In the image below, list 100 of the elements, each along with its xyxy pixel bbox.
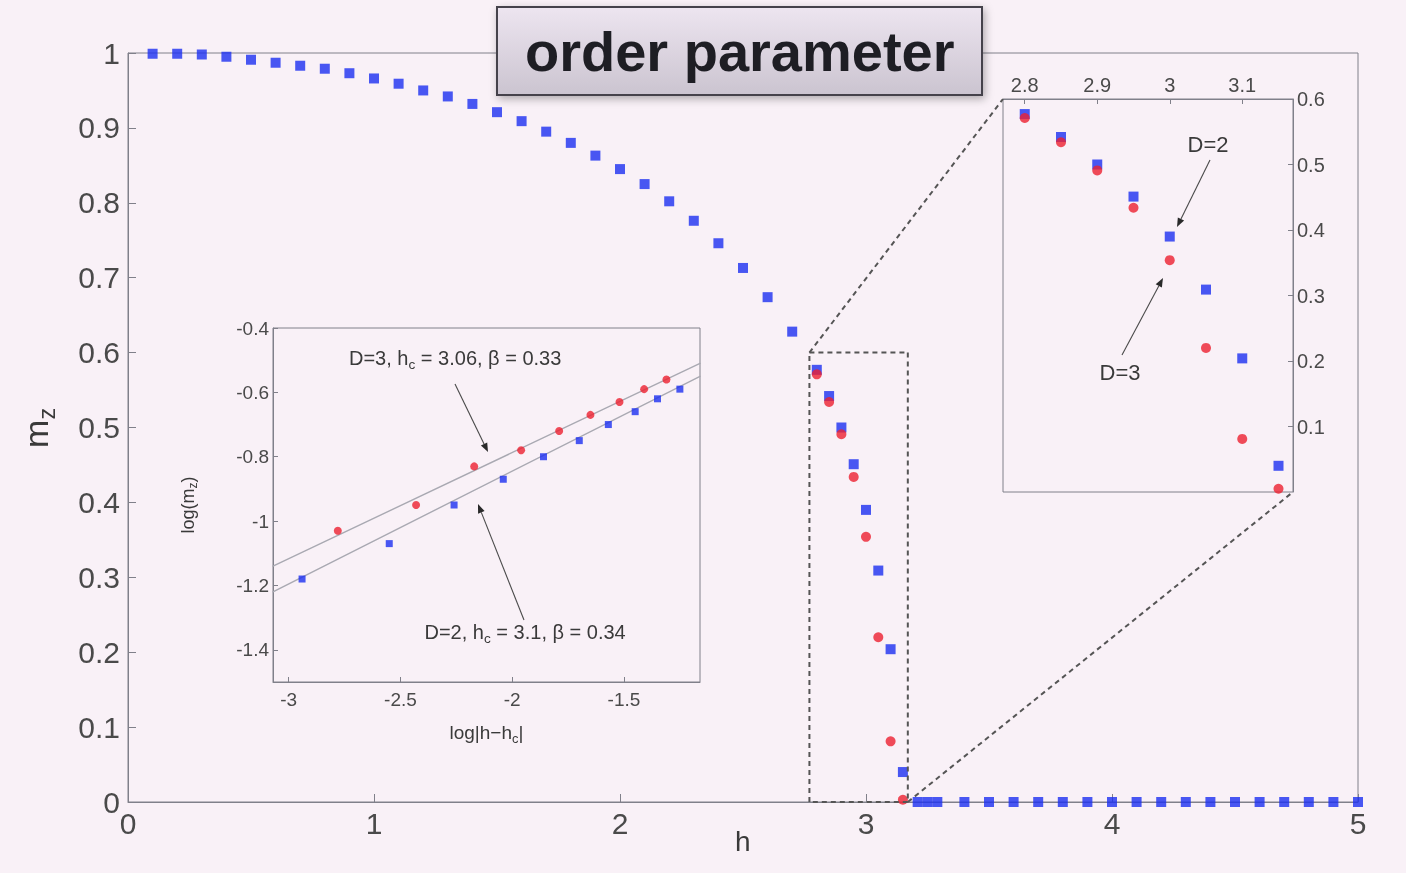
point xyxy=(1230,797,1240,807)
x-tick-label: 4 xyxy=(1103,806,1121,840)
point xyxy=(1237,433,1248,444)
point xyxy=(615,398,624,407)
x-tick-label: 3 xyxy=(1164,74,1176,96)
y-tick-label: 0.3 xyxy=(1297,284,1325,307)
point xyxy=(470,462,479,471)
point xyxy=(848,459,859,470)
y-tick-label: 0.1 xyxy=(1297,415,1325,438)
point xyxy=(912,797,923,807)
y-tick-label: 0.4 xyxy=(78,485,120,519)
point xyxy=(1019,113,1030,123)
point xyxy=(1273,483,1284,494)
point xyxy=(824,397,835,408)
point xyxy=(885,644,896,655)
y-tick-label: -0.6 xyxy=(236,381,269,403)
point xyxy=(1254,797,1265,807)
annotation: D=3 xyxy=(1099,360,1141,385)
point xyxy=(1092,165,1103,176)
point xyxy=(1156,797,1167,807)
y-tick-label: -1.2 xyxy=(236,574,269,596)
point xyxy=(295,60,306,71)
point xyxy=(172,48,183,59)
y-tick-label: -1 xyxy=(252,510,269,532)
point xyxy=(298,575,306,583)
point xyxy=(555,426,564,435)
point xyxy=(1237,353,1248,364)
chart-title: order parameter xyxy=(525,19,955,83)
point xyxy=(1107,797,1117,807)
point xyxy=(1201,284,1211,295)
point xyxy=(662,375,671,384)
point xyxy=(565,137,576,148)
point xyxy=(861,531,871,542)
point xyxy=(1205,797,1216,807)
y-tick-label: 0.2 xyxy=(1297,350,1325,372)
y-tick-label: 0.4 xyxy=(1297,219,1325,241)
point xyxy=(984,797,994,807)
point xyxy=(932,797,943,807)
y-tick-label: -1.4 xyxy=(236,639,270,661)
point xyxy=(1353,797,1363,807)
x-tick-label: -1.5 xyxy=(607,689,641,710)
x-tick-label: 5 xyxy=(1349,806,1367,840)
point xyxy=(221,51,232,62)
y-tick-label: 0.6 xyxy=(1297,88,1325,110)
point xyxy=(885,736,896,747)
point xyxy=(575,437,583,445)
point xyxy=(640,385,649,394)
point xyxy=(688,215,699,226)
point xyxy=(1082,797,1093,807)
point xyxy=(499,475,507,483)
point xyxy=(492,107,502,118)
point xyxy=(517,446,526,455)
point xyxy=(270,57,281,68)
point xyxy=(615,164,625,175)
y-tick-label: 0.2 xyxy=(78,635,120,669)
point xyxy=(1131,797,1142,807)
annotation: D=2 xyxy=(1187,132,1229,157)
point xyxy=(344,68,355,79)
x-tick-label: -2.5 xyxy=(384,689,417,710)
point xyxy=(1201,342,1211,353)
y-tick-label: 0.5 xyxy=(78,411,120,444)
point xyxy=(762,292,773,303)
point xyxy=(873,565,884,576)
point xyxy=(1273,460,1284,471)
point xyxy=(861,504,871,515)
point xyxy=(1164,255,1175,266)
point xyxy=(922,797,933,807)
point xyxy=(873,632,884,643)
y-tick-label: 0.9 xyxy=(78,111,120,145)
point xyxy=(1033,797,1044,807)
annotation: D=2, h$_{c}$ = 3.1, β = 0.34 xyxy=(424,621,626,647)
point xyxy=(450,501,458,509)
y-tick-label: -0.4 xyxy=(236,317,270,339)
point xyxy=(590,150,601,161)
point xyxy=(412,501,421,509)
y-tick-label: 1 xyxy=(103,36,120,70)
x-axis-title: log|h−h$_{c}$| xyxy=(449,722,524,746)
point xyxy=(516,116,527,127)
x-tick-label: 3.1 xyxy=(1228,74,1257,96)
x-tick-label: 2.8 xyxy=(1010,74,1039,96)
point xyxy=(1128,202,1139,213)
point xyxy=(393,78,404,89)
point xyxy=(319,63,330,74)
point xyxy=(1056,137,1066,148)
point xyxy=(385,540,393,548)
point xyxy=(836,429,847,440)
x-tick-label: 3 xyxy=(857,806,875,840)
point xyxy=(604,421,612,429)
point xyxy=(848,471,859,482)
point xyxy=(586,410,595,419)
point xyxy=(196,49,207,60)
x-tick-label: 1 xyxy=(365,806,383,840)
point xyxy=(631,408,639,416)
y-tick-label: 0.6 xyxy=(78,336,120,370)
point xyxy=(1128,191,1139,202)
point xyxy=(1008,797,1019,807)
x-tick-label: 2 xyxy=(611,806,629,840)
point xyxy=(147,48,158,59)
point xyxy=(1164,231,1175,242)
point xyxy=(1057,797,1068,807)
